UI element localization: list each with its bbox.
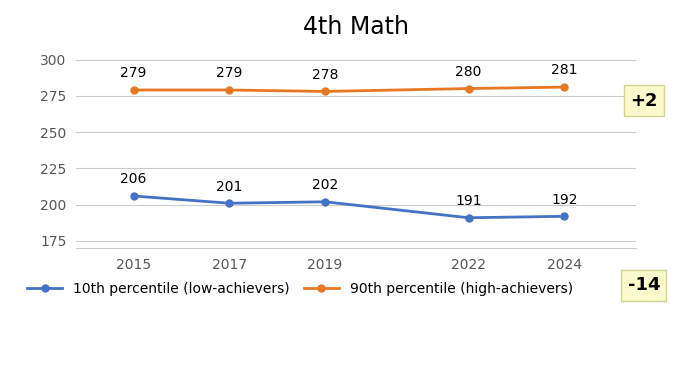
Text: 192: 192 [551, 193, 577, 206]
Text: 191: 191 [455, 194, 482, 208]
Text: 279: 279 [216, 66, 242, 80]
Text: 206: 206 [120, 172, 147, 186]
Legend: 10th percentile (low-achievers), 90th percentile (high-achievers): 10th percentile (low-achievers), 90th pe… [22, 276, 578, 301]
Text: +2: +2 [630, 92, 658, 110]
Text: 202: 202 [312, 178, 338, 192]
Text: 281: 281 [551, 63, 577, 77]
Text: 280: 280 [456, 65, 482, 79]
Text: 278: 278 [312, 68, 338, 82]
Text: 279: 279 [120, 66, 147, 80]
Text: -14: -14 [628, 276, 660, 294]
Text: 201: 201 [216, 180, 242, 193]
Title: 4th Math: 4th Math [303, 15, 409, 39]
